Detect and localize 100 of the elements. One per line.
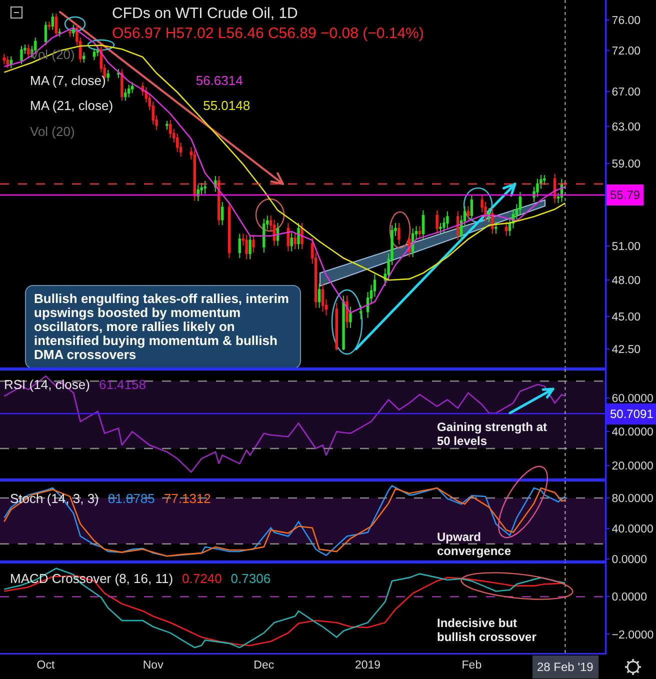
ref-line-label: 28 Feb '19 xyxy=(537,660,594,674)
y-tick-label: 72.00 xyxy=(612,46,641,58)
annotation: MA (21, close) xyxy=(30,98,114,113)
candlestick xyxy=(120,68,124,102)
y-tick-label: 63.00 xyxy=(612,121,641,134)
candlestick xyxy=(290,232,293,252)
y-tick-label: 60.0000 xyxy=(612,392,654,405)
annotation: 0.7306 xyxy=(230,571,271,586)
ref-line-label: 50.7091 xyxy=(610,407,654,421)
annotation: 55.0148 xyxy=(203,98,250,113)
candlestick xyxy=(466,206,470,222)
candlestick xyxy=(411,228,414,258)
candlestick xyxy=(286,222,290,252)
candlestick xyxy=(553,174,556,204)
y-tick-label: 59.00 xyxy=(612,158,641,170)
candlestick xyxy=(418,226,422,240)
candlestick xyxy=(193,150,196,202)
candlestick xyxy=(456,210,460,241)
candlestick xyxy=(51,12,54,30)
candlestick xyxy=(422,210,425,240)
candlestick xyxy=(494,221,498,234)
y-tick-label: 40.0000 xyxy=(612,524,654,536)
y-tick-label: 67.00 xyxy=(612,86,641,98)
candlestick xyxy=(124,88,127,102)
y-tick-label: 0.0000 xyxy=(612,554,647,566)
y-tick-label: 48.00 xyxy=(612,275,641,288)
candlestick xyxy=(297,222,300,250)
annotation: MA (7, close) xyxy=(30,72,106,88)
candlestick xyxy=(446,210,449,229)
candlestick xyxy=(276,222,280,246)
annotation: Indecisive but bullish crossover xyxy=(437,616,538,644)
candlestick xyxy=(72,24,75,38)
y-tick-label: 40.0000 xyxy=(612,426,654,439)
chart-title: CFDs on WTI Crude Oil, 1D xyxy=(112,5,298,22)
x-tick-label: Nov xyxy=(142,659,164,672)
candlestick xyxy=(346,295,348,329)
candlestick xyxy=(248,234,252,260)
x-tick-label: 2019 xyxy=(354,659,381,672)
candlestick xyxy=(96,46,100,57)
candlestick xyxy=(117,68,120,79)
candlestick xyxy=(398,222,400,246)
annotation: Upward convergence xyxy=(437,530,512,558)
candlestick xyxy=(176,132,179,152)
candlestick xyxy=(360,304,362,320)
candlestick xyxy=(342,295,345,351)
x-tick-label: Feb xyxy=(462,659,482,672)
annotation: Bullish engulfing takes-off rallies, interim upswings boosted by momentum oscillators, more rallies likely on intensified buying momentum & bullish DMA crossovers xyxy=(25,285,301,369)
annotation: 77.1312 xyxy=(164,491,211,506)
candlestick xyxy=(92,48,96,61)
candlestick xyxy=(321,283,324,312)
candlestick xyxy=(2,53,6,65)
y-tick-label: 0.0000 xyxy=(612,592,647,604)
candlestick xyxy=(436,210,438,234)
candlestick xyxy=(6,56,9,69)
candlestick xyxy=(58,28,61,38)
annotation: 81.8785 xyxy=(108,491,155,506)
candlestick xyxy=(27,44,30,58)
candlestick xyxy=(20,46,23,65)
candlestick xyxy=(128,84,130,98)
candlestick xyxy=(294,232,296,250)
candlestick xyxy=(349,306,352,329)
y-tick-label: 80.0000 xyxy=(612,493,654,506)
text: O56.97 H57.02 L56.46 C56.89 −0.08 (−0.14%) xyxy=(112,25,424,42)
candlestick xyxy=(204,180,206,194)
candlestick xyxy=(166,120,168,130)
candlestick xyxy=(106,69,110,82)
y-tick-label: 51.00 xyxy=(612,240,641,253)
x-tick-label: Oct xyxy=(36,659,56,672)
annotation: Vol (20) xyxy=(30,124,75,138)
y-tick-label: 76.00 xyxy=(612,15,641,28)
candlestick xyxy=(252,234,255,253)
x-tick-label: Dec xyxy=(254,659,274,672)
candlestick xyxy=(245,234,248,260)
candlestick xyxy=(68,28,72,38)
candlestick xyxy=(543,174,546,186)
candlestick xyxy=(238,233,242,259)
candlestick xyxy=(221,202,224,226)
ref-line-label: 55.79 xyxy=(610,188,640,202)
candlestick xyxy=(10,56,12,69)
y-tick-label: 42.50 xyxy=(612,344,641,356)
candlestick xyxy=(228,202,231,259)
candlestick xyxy=(44,21,48,46)
annotation: Gaining strength at 50 levels xyxy=(437,420,548,448)
annotation: 61.4158 xyxy=(98,377,146,392)
candlestick xyxy=(48,21,51,30)
y-tick-label: 45.00 xyxy=(612,312,641,324)
candlestick xyxy=(504,221,508,236)
candlestick xyxy=(82,52,86,64)
y-tick-label: 20.0000 xyxy=(612,460,654,472)
candlestick xyxy=(300,222,304,250)
candlestick xyxy=(54,12,58,38)
candlestick xyxy=(318,283,321,308)
candlestick xyxy=(169,119,172,139)
candlestick xyxy=(470,194,474,222)
annotation: 0.7240 xyxy=(182,571,222,586)
annotation: 56.6314 xyxy=(196,72,243,88)
candlestick xyxy=(335,302,338,351)
candlestick xyxy=(196,184,200,202)
line-series xyxy=(4,375,566,473)
candlestick xyxy=(262,218,266,253)
